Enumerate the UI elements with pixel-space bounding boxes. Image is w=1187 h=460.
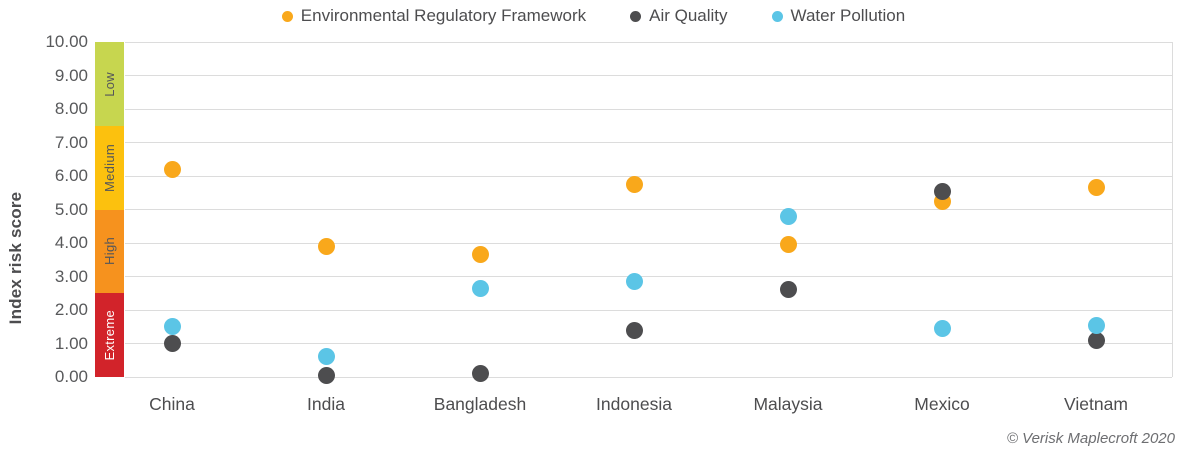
gridline [125, 343, 1172, 344]
x-axis-label: Vietnam [1064, 394, 1128, 414]
data-point [471, 365, 489, 383]
y-tick-label: 1.00 [54, 333, 88, 353]
x-axis-label: Mexico [914, 394, 970, 414]
y-tick-label: 0.00 [54, 367, 88, 386]
data-point [779, 207, 797, 225]
gridline [125, 142, 1172, 143]
y-tick-label: 5.00 [54, 199, 88, 219]
data-point [471, 246, 489, 264]
x-axis-label: Bangladesh [433, 394, 527, 414]
legend-item-air-quality: Air Quality [630, 6, 728, 26]
y-tick-label: 4.00 [54, 233, 88, 252]
gridline [125, 309, 1172, 311]
gridline [125, 276, 1172, 277]
risk-band-low: Low [95, 42, 124, 126]
gridline [125, 242, 1172, 244]
risk-band-medium: Medium [95, 125, 124, 210]
legend-dot-air-quality [630, 10, 642, 22]
legend-label: Environmental Regulatory Framework [300, 6, 587, 25]
data-point [779, 236, 797, 254]
plot-right-border [1172, 42, 1173, 377]
legend-label: Water Pollution [790, 6, 906, 25]
risk-band-extreme: Extreme [95, 293, 124, 377]
data-point [1087, 331, 1105, 349]
data-point [317, 348, 335, 366]
gridline [125, 75, 1172, 76]
x-axis-label: China [149, 394, 195, 414]
y-tick-label: 3.00 [54, 266, 88, 286]
legend-dot-water-pollution [771, 10, 783, 22]
legend-item-water-pollution: Water Pollution [771, 6, 906, 26]
y-tick-label: 7.00 [54, 132, 88, 152]
gridline [125, 108, 1172, 110]
legend-dot-environmental-regulatory-framework [281, 10, 293, 22]
gridline [125, 376, 1172, 378]
y-tick-label: 2.00 [54, 300, 88, 319]
y-tick-label: 6.00 [54, 166, 88, 185]
data-point [625, 175, 643, 193]
y-tick-label: 9.00 [54, 65, 88, 85]
x-axis-label: Malaysia [753, 394, 823, 414]
attribution: © Verisk Maplecroft 2020 [1006, 430, 1175, 447]
data-point [471, 279, 489, 297]
data-point [163, 160, 181, 178]
data-point [933, 319, 951, 337]
data-point [317, 366, 335, 384]
data-point [163, 335, 181, 352]
data-point [1087, 179, 1105, 197]
y-tick-label: 10.00 [45, 32, 88, 51]
risk-band-label: High [102, 237, 117, 266]
risk-band-label: Medium [102, 143, 117, 192]
data-point [163, 318, 181, 336]
risk-band-label: Extreme [102, 309, 117, 361]
legend-item-environmental-regulatory-framework: Environmental Regulatory Framework [281, 6, 587, 26]
x-axis-label: India [307, 394, 345, 414]
x-axis-label: Indonesia [596, 394, 672, 414]
y-tick-label: 8.00 [54, 99, 88, 118]
data-point [933, 182, 951, 200]
gridline [125, 175, 1172, 177]
data-point [779, 281, 797, 299]
y-axis-title: Index risk score [6, 191, 25, 325]
data-point [317, 237, 335, 255]
risk-band-high: High [95, 209, 124, 294]
data-point [625, 321, 643, 339]
gridline [125, 209, 1172, 210]
data-point [1087, 316, 1105, 334]
gridline [125, 41, 1172, 43]
legend: Environmental Regulatory Framework Air Q… [0, 6, 1187, 26]
legend-label: Air Quality [649, 6, 728, 25]
data-point [625, 273, 643, 291]
risk-band-label: Low [102, 71, 117, 97]
